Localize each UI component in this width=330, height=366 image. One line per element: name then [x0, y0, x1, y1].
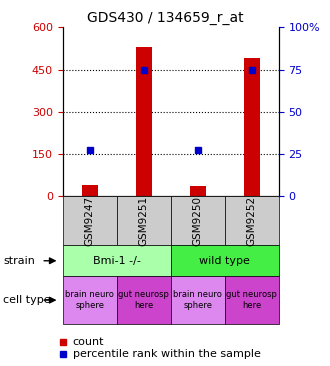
Text: gut neurosp
here: gut neurosp here: [118, 290, 169, 310]
Text: GDS430 / 134659_r_at: GDS430 / 134659_r_at: [87, 11, 243, 25]
Text: GSM9250: GSM9250: [193, 195, 203, 246]
Text: percentile rank within the sample: percentile rank within the sample: [73, 349, 260, 359]
Text: Bmi-1 -/-: Bmi-1 -/-: [93, 256, 141, 266]
Text: cell type: cell type: [3, 295, 51, 305]
Bar: [136, 47, 152, 196]
Text: wild type: wild type: [199, 256, 250, 266]
Text: GSM9252: GSM9252: [247, 195, 257, 246]
Bar: [190, 186, 206, 196]
Text: gut neurosp
here: gut neurosp here: [226, 290, 277, 310]
Text: strain: strain: [3, 256, 35, 266]
Text: brain neuro
sphere: brain neuro sphere: [65, 290, 114, 310]
Text: GSM9247: GSM9247: [85, 195, 95, 246]
Text: count: count: [73, 337, 104, 347]
Bar: [244, 58, 260, 196]
Text: brain neuro
sphere: brain neuro sphere: [173, 290, 222, 310]
Bar: [82, 184, 98, 196]
Text: GSM9251: GSM9251: [139, 195, 149, 246]
